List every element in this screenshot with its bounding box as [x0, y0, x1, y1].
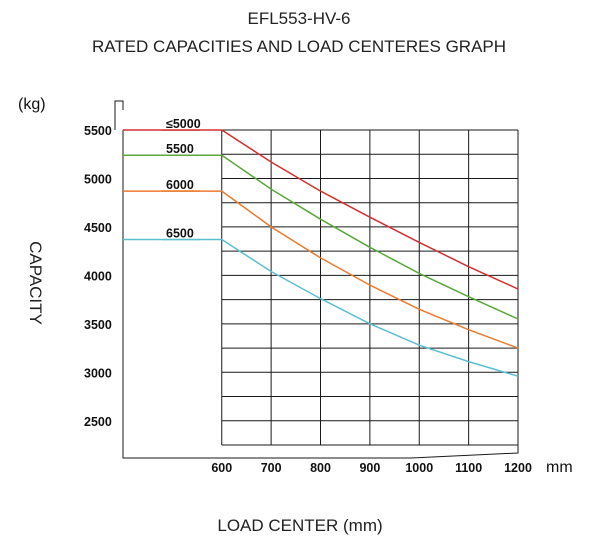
y-tick-label: 4500	[84, 221, 112, 235]
y-tick-label: 3500	[84, 318, 112, 332]
x-tick-label: 600	[211, 461, 232, 475]
x-tick-label: 1200	[504, 461, 532, 475]
series-line-3	[123, 238, 519, 377]
series-label-2: 6000	[166, 178, 194, 192]
series-label-bg	[162, 178, 200, 192]
y-tick-label: 3000	[84, 366, 112, 380]
y-axis-title: CAPACITY	[26, 241, 45, 325]
y-tick-label: 5000	[84, 172, 112, 186]
series-label-bg	[162, 117, 200, 130]
series-label-1: 5500	[166, 142, 194, 156]
series-lines	[123, 129, 519, 377]
chart-subtitle: RATED CAPACITIES AND LOAD CENTERES GRAPH	[92, 37, 506, 56]
grid	[221, 129, 519, 446]
x-tick-label: 800	[310, 461, 331, 475]
series-line-0	[123, 129, 519, 290]
x-tick-label: 1100	[455, 461, 482, 475]
x-unit-label: mm	[546, 459, 573, 476]
x-tick-label: 700	[261, 461, 282, 475]
series-label-bg	[162, 226, 200, 240]
x-axis-title: LOAD CENTER (mm)	[217, 516, 382, 535]
series-label-0: ≤5000	[166, 117, 201, 131]
y-tick-label: 5500	[84, 124, 112, 138]
series-label-3: 6500	[166, 227, 194, 241]
y-tick-label: 4000	[84, 269, 112, 283]
y-tick-label: 2500	[84, 415, 112, 429]
series-label-bg	[162, 142, 200, 156]
x-tick-label: 900	[359, 461, 380, 475]
series-line-2	[123, 190, 519, 349]
series-line-1	[123, 154, 519, 320]
chart-title: EFL553-HV-6	[248, 9, 351, 28]
series-labels: ≤5000 5500 6000 6500	[162, 117, 201, 241]
tick-labels: 600 700 800 900 1000 1100 1200 2500 3000 3500 4000…	[84, 124, 532, 475]
x-tick-label: 1000	[405, 461, 433, 475]
y-unit-label: (kg)	[18, 96, 46, 113]
